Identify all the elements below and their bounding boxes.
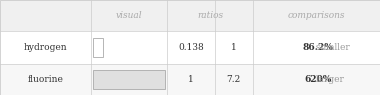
Bar: [0, 31, 380, 64]
Text: 7.2: 7.2: [226, 75, 241, 84]
Text: hydrogen: hydrogen: [24, 43, 67, 52]
Bar: [93, 38, 103, 57]
Text: 1: 1: [231, 43, 237, 52]
Text: fluorine: fluorine: [28, 75, 63, 84]
Text: 620%: 620%: [304, 75, 332, 84]
Bar: [0, 64, 380, 95]
Text: 0.138: 0.138: [178, 43, 204, 52]
Bar: [93, 70, 165, 89]
Bar: [0, 0, 380, 31]
Text: visual: visual: [116, 11, 142, 20]
Text: 1: 1: [188, 75, 194, 84]
Text: ratios: ratios: [197, 11, 223, 20]
Text: smaller: smaller: [313, 43, 350, 52]
Text: 86.2%: 86.2%: [302, 43, 333, 52]
Text: larger: larger: [313, 75, 344, 84]
Text: comparisons: comparisons: [288, 11, 345, 20]
